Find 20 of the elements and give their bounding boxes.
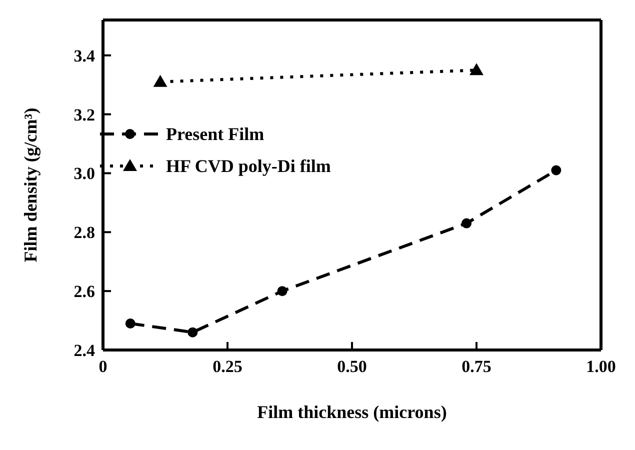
y-axis-title: Film density (g/cm³): [20, 108, 40, 262]
y-tick-label: 3.2: [74, 105, 95, 124]
point: [551, 165, 562, 176]
x-tick-label: 0.50: [337, 357, 367, 376]
legend-label: Present Film: [166, 124, 264, 144]
point: [188, 327, 198, 338]
x-tick-label: 0.75: [462, 357, 492, 376]
y-tick-label: 3.0: [74, 164, 95, 184]
x-tick-label: 0: [98, 357, 108, 376]
point: [125, 318, 136, 328]
x-axis-title: Film thickness (microns): [257, 402, 447, 422]
point: [277, 286, 288, 296]
legend-label: HF CVD poly-Di film: [166, 156, 331, 176]
point: [462, 218, 472, 228]
x-tick-label: 1.00: [586, 357, 616, 376]
y-tick-label: 3.4: [74, 46, 96, 66]
y-tick-label: 2.6: [74, 282, 95, 302]
y-tick-label: 2.4: [74, 341, 96, 360]
y-tick-label: 2.8: [74, 223, 95, 242]
x-tick-label: 0.25: [212, 357, 242, 376]
